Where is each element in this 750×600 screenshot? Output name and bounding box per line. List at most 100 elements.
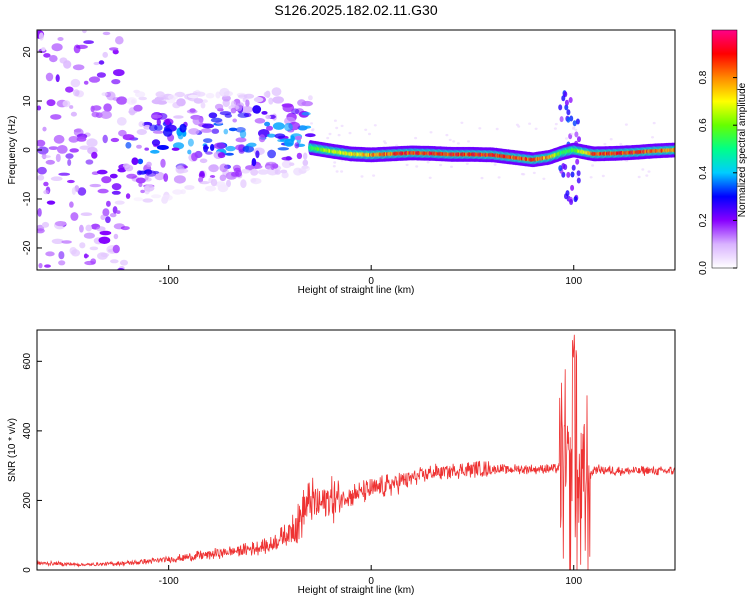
snr-y-tick-label: 400 bbox=[22, 422, 33, 439]
spectrogram-cell bbox=[76, 136, 87, 142]
spectrogram-cell bbox=[199, 158, 208, 164]
spectrogram-cell bbox=[360, 175, 364, 178]
spectrogram-cell bbox=[554, 122, 558, 126]
spectrogram-cell bbox=[277, 147, 290, 151]
spectrogram-cell bbox=[77, 187, 87, 196]
spectrogram-cell bbox=[199, 181, 210, 185]
spectrogram-x-tick-label: 100 bbox=[565, 276, 582, 287]
spectrogram-cell bbox=[98, 60, 105, 65]
spectrogram-cell bbox=[281, 160, 292, 169]
spectrogram-cell bbox=[160, 158, 166, 168]
spectrogram-cell bbox=[37, 174, 45, 181]
spectrogram-cell bbox=[122, 163, 130, 168]
spectrogram-cell bbox=[219, 87, 230, 97]
spectrogram-cell bbox=[180, 189, 186, 195]
spectrogram-cell bbox=[37, 166, 47, 175]
spectrogram-cell bbox=[576, 170, 581, 177]
spectrogram-cell bbox=[91, 105, 102, 111]
spectrogram-cell bbox=[90, 258, 97, 265]
spectrogram-cell bbox=[163, 128, 173, 137]
spectrogram-cell bbox=[125, 142, 132, 149]
spectrogram-cell bbox=[89, 246, 99, 251]
spectrogram-cell bbox=[348, 131, 352, 135]
spectrogram-cell bbox=[294, 142, 300, 149]
spectrogram-cell bbox=[177, 168, 189, 174]
spectrogram-cell bbox=[88, 76, 101, 83]
spectrogram-cell bbox=[302, 159, 309, 166]
colorbar-label: Normalized spectral amplitude bbox=[737, 82, 748, 217]
snr-x-tick-label: -100 bbox=[159, 576, 179, 587]
spectrogram-image bbox=[37, 30, 673, 270]
spectrogram-cell bbox=[202, 99, 208, 103]
spectrogram-cell bbox=[120, 226, 130, 231]
spectrogram-cell bbox=[274, 169, 281, 175]
spectrogram-y-tick-label: 20 bbox=[22, 46, 33, 58]
spectrogram-cell bbox=[204, 185, 217, 192]
spectrogram-cell bbox=[429, 131, 433, 134]
spectrogram-cell bbox=[573, 196, 578, 203]
spectrogram-cell bbox=[311, 128, 315, 131]
spectrogram-cell bbox=[566, 171, 571, 178]
spectrogram-cell bbox=[89, 183, 102, 188]
spectrogram-cell bbox=[572, 120, 577, 127]
spectrogram-cell bbox=[41, 155, 51, 159]
spectrogram-cell bbox=[143, 184, 155, 192]
spectrogram-cell bbox=[199, 170, 205, 177]
spectrogram-cell bbox=[200, 102, 206, 109]
spectrogram-cell bbox=[652, 121, 656, 125]
spectrogram-cell bbox=[43, 53, 51, 58]
spectrogram-cell bbox=[255, 150, 260, 159]
spectrogram-cell bbox=[72, 64, 85, 71]
spectrogram-cell bbox=[75, 44, 88, 50]
spectrogram-cell bbox=[149, 124, 158, 132]
spectrogram-cell bbox=[239, 129, 247, 139]
spectrogram-cell bbox=[109, 47, 119, 51]
spectrogram-cell bbox=[219, 111, 232, 116]
spectrogram-cell bbox=[210, 117, 223, 123]
spectrogram-x-label: Height of straight line (km) bbox=[298, 285, 415, 296]
spectrogram-cell bbox=[116, 117, 127, 126]
spectrogram-cell bbox=[241, 106, 253, 114]
spectrogram-cell bbox=[245, 165, 255, 171]
spectrogram-cell bbox=[405, 163, 409, 167]
spectrogram-cell bbox=[138, 96, 147, 101]
spectrogram-cell bbox=[189, 108, 196, 113]
spectrogram-cell bbox=[213, 142, 226, 150]
spectrogram-cell bbox=[569, 199, 574, 205]
spectrogram-cell bbox=[50, 114, 62, 120]
spectrogram-cell bbox=[203, 138, 213, 144]
spectrogram-cell bbox=[62, 100, 71, 108]
spectrogram-cell bbox=[332, 165, 336, 168]
spectrogram-cell bbox=[261, 111, 268, 115]
spectrogram-cell bbox=[251, 158, 257, 167]
colorbar-frame bbox=[711, 29, 738, 269]
spectrogram-cell bbox=[228, 104, 240, 111]
spectrogram-cell bbox=[450, 165, 453, 168]
spectrogram-cell bbox=[439, 163, 443, 167]
spectrogram-cell bbox=[150, 149, 160, 154]
spectrogram-cell bbox=[110, 137, 120, 143]
spectrogram-cell bbox=[37, 105, 42, 111]
spectrogram-cell bbox=[203, 144, 209, 153]
spectrogram-cell bbox=[271, 87, 282, 96]
spectrogram-cell bbox=[574, 128, 578, 131]
spectrogram-cell bbox=[118, 129, 127, 137]
spectrogram-cell bbox=[532, 171, 536, 175]
spectrogram-cell bbox=[225, 152, 234, 156]
spectrogram-cell bbox=[250, 178, 262, 185]
spectrogram-cell bbox=[235, 144, 245, 151]
spectrogram-cell bbox=[205, 151, 213, 155]
spectrogram-cell bbox=[184, 185, 195, 190]
spectrogram-cell bbox=[296, 152, 303, 160]
snr-series-line bbox=[37, 334, 675, 570]
spectrogram-cell bbox=[576, 177, 581, 184]
spectrogram-cell bbox=[55, 153, 61, 163]
spectrogram-cell bbox=[154, 172, 165, 181]
spectrogram-cell bbox=[619, 142, 623, 146]
spectrogram-cell bbox=[641, 168, 645, 171]
spectrogram-cell bbox=[85, 224, 92, 232]
spectrogram-cell bbox=[154, 96, 165, 101]
spectrogram-cell bbox=[131, 157, 139, 165]
spectrogram-x-tick-label: -100 bbox=[159, 276, 179, 287]
spectrogram-cell bbox=[113, 69, 125, 77]
